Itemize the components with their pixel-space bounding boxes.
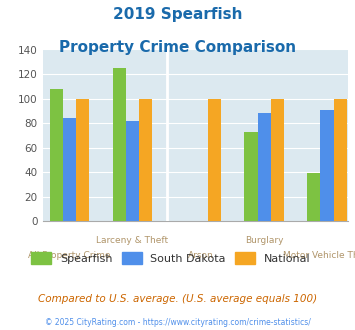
- Bar: [63, 118, 76, 221]
- Text: Property Crime Comparison: Property Crime Comparison: [59, 40, 296, 54]
- Bar: [50, 89, 63, 221]
- Text: Larceny & Theft: Larceny & Theft: [96, 236, 169, 245]
- Text: All Property Crime: All Property Crime: [28, 251, 111, 260]
- Text: Arson: Arson: [189, 251, 214, 260]
- Bar: [76, 99, 89, 221]
- Legend: Spearfish, South Dakota, National: Spearfish, South Dakota, National: [27, 248, 315, 268]
- Text: Motor Vehicle Theft: Motor Vehicle Theft: [283, 251, 355, 260]
- Bar: [113, 68, 126, 221]
- Bar: [257, 113, 271, 221]
- Bar: [244, 132, 257, 221]
- Text: © 2025 CityRating.com - https://www.cityrating.com/crime-statistics/: © 2025 CityRating.com - https://www.city…: [45, 318, 310, 327]
- Bar: [139, 99, 152, 221]
- Bar: [334, 99, 347, 221]
- Text: Burglary: Burglary: [245, 236, 283, 245]
- Bar: [208, 99, 221, 221]
- Text: Compared to U.S. average. (U.S. average equals 100): Compared to U.S. average. (U.S. average …: [38, 294, 317, 304]
- Bar: [271, 99, 284, 221]
- Bar: [126, 120, 139, 221]
- Bar: [307, 173, 320, 221]
- Bar: [320, 110, 334, 221]
- Text: 2019 Spearfish: 2019 Spearfish: [113, 7, 242, 21]
